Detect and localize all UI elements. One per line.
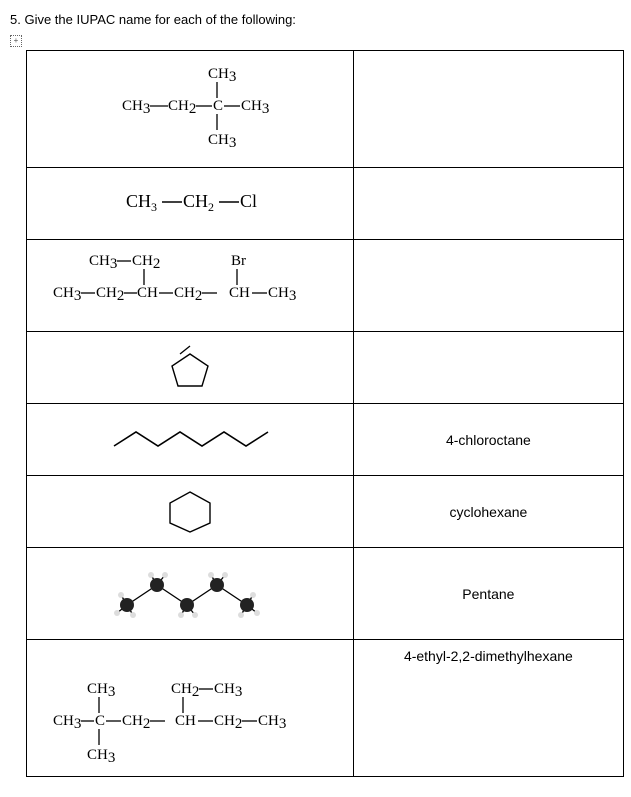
svg-text:C: C	[213, 98, 223, 114]
answer-cell	[353, 168, 623, 240]
answer-cell: cyclohexane	[353, 476, 623, 548]
expand-icon[interactable]: +	[10, 35, 22, 47]
svg-text:CH: CH	[137, 285, 158, 301]
structure-cell: CH3 CH2 CH3 CH3 C CH2 CH CH2 CH3	[27, 640, 354, 777]
svg-text:CH3: CH3	[214, 681, 242, 700]
structure-7	[105, 561, 275, 623]
structure-cell: CH3 CH2 Cl	[27, 168, 354, 240]
table-row: CH3 CH2 Cl	[27, 168, 624, 240]
svg-text:C: C	[95, 713, 105, 729]
answer-text: cyclohexane	[449, 504, 527, 520]
svg-text:CH2: CH2	[122, 713, 150, 732]
svg-text:CH2: CH2	[96, 285, 124, 304]
structure-5	[100, 420, 280, 456]
svg-text:CH3: CH3	[241, 98, 269, 117]
svg-text:CH: CH	[229, 285, 250, 301]
svg-text:CH: CH	[175, 713, 196, 729]
answer-text: Pentane	[462, 586, 514, 602]
svg-text:CH3: CH3	[208, 66, 236, 85]
answer-cell: Pentane	[353, 548, 623, 640]
svg-text:CH3: CH3	[122, 98, 150, 117]
structure-cell	[27, 476, 354, 548]
structure-1: CH3 CH3 CH2 C CH3 CH3	[90, 64, 290, 152]
svg-text:CH3: CH3	[258, 713, 286, 732]
svg-text:CH3: CH3	[89, 253, 117, 272]
svg-text:CH3: CH3	[87, 747, 115, 765]
structure-cell	[27, 548, 354, 640]
worksheet-table: CH3 CH3 CH2 C CH3 CH3 CH3	[26, 50, 624, 777]
svg-text:CH2: CH2	[171, 681, 199, 700]
table-row: CH3 CH2 Br CH3 CH2 CH CH2 CH CH3	[27, 240, 624, 332]
table-row: CH3 CH2 CH3 CH3 C CH2 CH CH2 CH3	[27, 640, 624, 777]
table-row: cyclohexane	[27, 476, 624, 548]
svg-text:CH3: CH3	[126, 191, 157, 214]
question-text: Give the IUPAC name for each of the foll…	[24, 12, 295, 27]
svg-text:Cl: Cl	[240, 191, 257, 211]
table-row: Pentane	[27, 548, 624, 640]
question-number: 5.	[10, 12, 21, 27]
svg-text:CH3: CH3	[208, 132, 236, 151]
structure-cell	[27, 404, 354, 476]
answer-cell	[353, 332, 623, 404]
svg-text:CH2: CH2	[214, 713, 242, 732]
table-row: 4-chloroctane	[27, 404, 624, 476]
question-prompt: 5. Give the IUPAC name for each of the f…	[10, 12, 621, 27]
structure-cell: CH3 CH3 CH2 C CH3 CH3	[27, 51, 354, 168]
svg-text:CH2: CH2	[132, 253, 160, 272]
answer-cell	[353, 51, 623, 168]
answer-text: 4-chloroctane	[446, 432, 531, 448]
structure-6	[160, 486, 220, 534]
answer-cell	[353, 240, 623, 332]
structure-4	[150, 340, 230, 392]
svg-text:CH3: CH3	[268, 285, 296, 304]
answer-cell: 4-ethyl-2,2-dimethylhexane	[353, 640, 623, 777]
table-row: CH3 CH3 CH2 C CH3 CH3	[27, 51, 624, 168]
svg-text:CH2: CH2	[168, 98, 196, 117]
svg-text:CH3: CH3	[87, 681, 115, 700]
structure-2: CH3 CH2 Cl	[90, 185, 290, 219]
svg-text:Br: Br	[231, 253, 246, 269]
svg-text:CH3: CH3	[53, 285, 81, 304]
svg-text:CH2: CH2	[183, 191, 214, 214]
answer-cell: 4-chloroctane	[353, 404, 623, 476]
structure-cell: CH3 CH2 Br CH3 CH2 CH CH2 CH CH3	[27, 240, 354, 332]
structure-3: CH3 CH2 Br CH3 CH2 CH CH2 CH CH3	[47, 251, 332, 317]
table-row	[27, 332, 624, 404]
svg-text:CH3: CH3	[53, 713, 81, 732]
structure-cell	[27, 332, 354, 404]
svg-text:CH2: CH2	[174, 285, 202, 304]
answer-text: 4-ethyl-2,2-dimethylhexane	[404, 648, 573, 664]
structure-8: CH3 CH2 CH3 CH3 C CH2 CH CH2 CH3	[47, 669, 332, 765]
